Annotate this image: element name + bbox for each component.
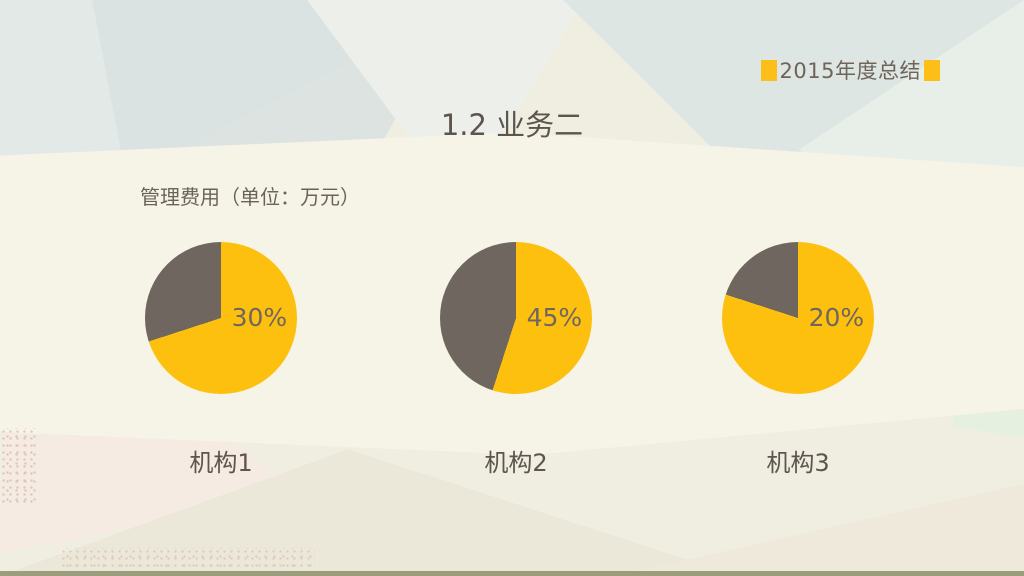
pie-chart: 20%: [722, 242, 874, 394]
pie-category-label: 机构3: [766, 449, 830, 477]
yellow-square-icon: [760, 59, 777, 81]
pie-chart-group: 45% 机构2: [436, 242, 596, 478]
header-badge-label: 2015年度总结: [779, 59, 921, 83]
pie-percent-label: 30%: [231, 302, 288, 332]
pie-category-label: 机构1: [189, 449, 253, 477]
chart-subtitle: 管理费用（单位：万元）: [140, 185, 360, 209]
pie-percent-label: 20%: [808, 302, 865, 332]
pie-chart-group: 30% 机构1: [141, 242, 301, 478]
slide-title: 1.2 业务二: [440, 108, 584, 142]
pie-chart: 45%: [440, 242, 592, 394]
header-badge: 2015年度总结: [760, 55, 940, 85]
yellow-square-icon: [924, 59, 940, 81]
pie-category-label: 机构2: [484, 449, 548, 477]
pie-percent-label: 45%: [526, 302, 583, 332]
pie-chart: 30%: [145, 242, 297, 394]
pie-chart-group: 20% 机构3: [718, 242, 878, 478]
